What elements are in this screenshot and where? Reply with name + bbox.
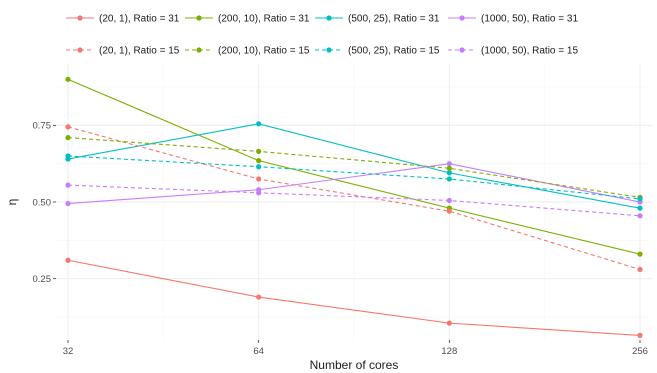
data-point: [65, 182, 71, 188]
data-point: [65, 135, 71, 141]
data-point: [446, 176, 452, 182]
series-8: [65, 182, 643, 219]
data-point: [256, 294, 262, 300]
legend-label: (1000, 50), Ratio = 15: [481, 46, 578, 57]
legend-label: (20, 1), Ratio = 31: [99, 14, 180, 25]
x-tick-label: 128: [441, 346, 457, 357]
data-point: [65, 200, 71, 207]
legend-item: (1000, 50), Ratio = 31: [448, 14, 578, 25]
data-point: [637, 251, 643, 257]
series-line: [67, 184, 641, 217]
data-point: [446, 197, 452, 204]
legend-item: (200, 10), Ratio = 15: [185, 46, 310, 57]
series-line: [67, 259, 641, 336]
data-point: [637, 196, 643, 202]
x-axis-title: Number of cores: [310, 358, 399, 372]
legend-label: (1000, 50), Ratio = 31: [481, 14, 578, 25]
data-point: [65, 124, 71, 130]
grid: [56, 64, 652, 340]
legend-item: (200, 10), Ratio = 31: [185, 14, 310, 25]
series-line: [67, 126, 641, 270]
data-point: [637, 205, 643, 211]
x-tick-label: 64: [253, 346, 264, 357]
y-tick-label: 0.25: [33, 274, 52, 285]
data-point: [446, 170, 452, 176]
data-point: [446, 161, 452, 167]
legend-key-point: [459, 47, 465, 53]
series-line: [67, 78, 641, 255]
data-point: [65, 257, 71, 263]
legend-item: (500, 25), Ratio = 15: [315, 46, 440, 57]
series-1: [65, 257, 643, 338]
data-point: [446, 320, 452, 326]
data-point: [256, 164, 262, 170]
legend-key-point: [326, 15, 332, 21]
legend-key-point: [77, 15, 83, 21]
y-tick-label: 0.75: [33, 121, 52, 132]
legend-item: (20, 1), Ratio = 15: [66, 46, 180, 57]
y-axis-title: η: [5, 199, 19, 206]
legend-label: (500, 25), Ratio = 31: [348, 14, 440, 25]
series-7: [65, 153, 643, 202]
legend-label: (200, 10), Ratio = 31: [218, 14, 310, 25]
series-5: [65, 124, 643, 273]
legend-label: (500, 25), Ratio = 15: [348, 46, 440, 57]
series-line: [67, 155, 641, 200]
data-point: [446, 208, 452, 214]
data-point: [256, 158, 262, 164]
legend-label: (20, 1), Ratio = 15: [99, 46, 180, 57]
legend-item: (500, 25), Ratio = 31: [315, 14, 440, 25]
data-point: [256, 190, 262, 196]
legend-item: (1000, 50), Ratio = 15: [448, 46, 578, 57]
data-point: [256, 176, 262, 182]
data-point: [256, 121, 262, 127]
data-point: [65, 76, 71, 82]
legend-item: (20, 1), Ratio = 31: [66, 14, 180, 25]
x-tick-label: 32: [63, 346, 74, 357]
legend: (20, 1), Ratio = 31 (200, 10), Ratio = 31…: [66, 14, 578, 57]
legend-key-point: [196, 15, 202, 21]
data-point: [65, 153, 71, 159]
legend-key-point: [326, 47, 332, 53]
axes: 0.25 0.50 0.75 32 64 128 256: [33, 121, 648, 357]
legend-key-point: [77, 47, 83, 53]
data-point: [637, 266, 643, 273]
legend-label: (200, 10), Ratio = 15: [218, 46, 310, 57]
series-2: [65, 76, 643, 257]
series-line: [67, 123, 641, 209]
series-line: [67, 137, 641, 198]
y-tick-label: 0.50: [33, 197, 52, 208]
data-point: [637, 213, 643, 219]
data-point: [256, 148, 262, 154]
data-point: [637, 332, 643, 338]
legend-key-point: [459, 15, 465, 21]
series-layer: [65, 76, 643, 338]
data-point: [446, 165, 452, 171]
x-tick-label: 256: [632, 346, 648, 357]
legend-key-point: [196, 47, 202, 53]
